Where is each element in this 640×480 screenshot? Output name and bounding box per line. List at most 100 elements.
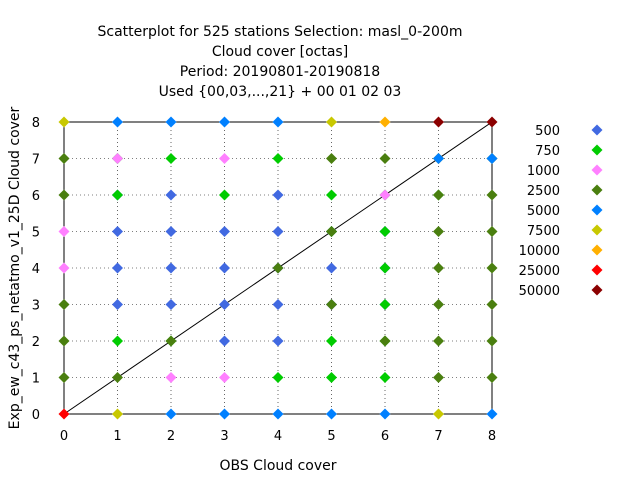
y-tick-label: 7 [32, 153, 40, 168]
data-point [486, 372, 498, 383]
data-point [433, 408, 444, 420]
data-point [272, 262, 284, 274]
data-point [219, 116, 230, 128]
data-point [486, 153, 498, 164]
grid [64, 122, 492, 414]
data-point [112, 226, 123, 237]
x-tick-label: 8 [488, 429, 496, 444]
title-line: Period: 20190801-20190818 [180, 64, 380, 80]
data-point [433, 226, 444, 237]
data-point [219, 189, 230, 201]
legend-label: 10000 [519, 244, 560, 259]
y-tick-label: 1 [32, 372, 40, 387]
data-point [379, 335, 391, 347]
data-point [379, 189, 391, 201]
data-point [326, 299, 337, 310]
data-point [326, 189, 337, 201]
data-point [165, 408, 177, 420]
data-point [219, 408, 230, 420]
data-point [379, 262, 391, 274]
data-point [112, 335, 123, 347]
legend-marker [591, 184, 603, 196]
data-point [272, 299, 284, 310]
y-tick-label: 8 [32, 116, 40, 131]
data-point [433, 335, 444, 347]
data-point [272, 335, 284, 347]
y-tick-label: 6 [32, 189, 40, 204]
x-tick-label: 2 [167, 429, 175, 444]
data-point [58, 262, 70, 274]
data-point [379, 408, 391, 420]
data-point [272, 116, 284, 128]
title-line: Scatterplot for 525 stations Selection: … [98, 24, 463, 40]
legend-label: 750 [535, 144, 560, 159]
data-point [112, 262, 123, 274]
x-tick-label: 3 [220, 429, 228, 444]
y-tick-label: 3 [32, 299, 40, 314]
data-point [165, 153, 177, 164]
data-point [112, 116, 123, 128]
legend-label: 2500 [527, 184, 560, 199]
title-line: Used {00,03,...,21} + 00 01 02 03 [159, 84, 402, 100]
data-point [272, 189, 284, 201]
data-point [486, 116, 498, 128]
data-point [58, 372, 70, 383]
x-tick-labels: 0 1 2 3 4 5 6 7 8 [60, 429, 496, 444]
y-tick-label: 5 [32, 226, 40, 241]
data-point [165, 372, 177, 383]
legend-label: 1000 [527, 164, 560, 179]
x-tick-label: 0 [60, 429, 68, 444]
legend-label: 5000 [527, 204, 560, 219]
data-point [112, 153, 123, 164]
x-tick-label: 5 [327, 429, 335, 444]
data-point [326, 408, 337, 420]
data-point [219, 372, 230, 383]
data-point [433, 189, 444, 201]
data-point [326, 372, 337, 383]
legend-marker [591, 164, 603, 176]
data-point [112, 408, 123, 420]
data-point [379, 116, 391, 128]
data-point [326, 153, 337, 164]
data-point [486, 408, 498, 420]
data-point [326, 226, 337, 237]
data-point [58, 299, 70, 310]
data-point [379, 299, 391, 310]
legend-label: 50000 [519, 284, 560, 299]
data-point [272, 372, 284, 383]
legend: 500 750 1000 2500 5000 7500 10000 25000 50000 [519, 124, 603, 299]
data-point [272, 408, 284, 420]
y-axis-label: Exp_ew_c43_ps_netatmo_v1_25D Cloud cover [7, 106, 23, 429]
data-point [433, 372, 444, 383]
data-point [326, 335, 337, 347]
legend-marker [591, 284, 603, 296]
y-tick-label: 0 [32, 408, 40, 423]
data-point [58, 189, 70, 201]
x-tick-label: 7 [434, 429, 442, 444]
data-point [165, 262, 177, 274]
legend-marker [591, 244, 603, 256]
data-point [486, 299, 498, 310]
x-tick-label: 4 [274, 429, 282, 444]
legend-label: 25000 [519, 264, 560, 279]
data-point [433, 153, 444, 164]
data-point [486, 226, 498, 237]
data-point [219, 335, 230, 347]
data-point [112, 189, 123, 201]
legend-marker [591, 144, 603, 156]
legend-label: 7500 [527, 224, 560, 239]
x-axis-label: OBS Cloud cover [219, 458, 336, 474]
legend-marker [591, 124, 603, 136]
data-point [433, 116, 444, 128]
data-point [165, 189, 177, 201]
data-point [326, 116, 337, 128]
data-point [379, 372, 391, 383]
data-point [112, 299, 123, 310]
data-point [112, 372, 123, 383]
legend-marker [591, 204, 603, 216]
data-point [486, 335, 498, 347]
legend-label: 500 [535, 124, 560, 139]
y-tick-labels: 0 1 2 3 4 5 6 7 8 [32, 116, 40, 423]
legend-marker [591, 224, 603, 236]
